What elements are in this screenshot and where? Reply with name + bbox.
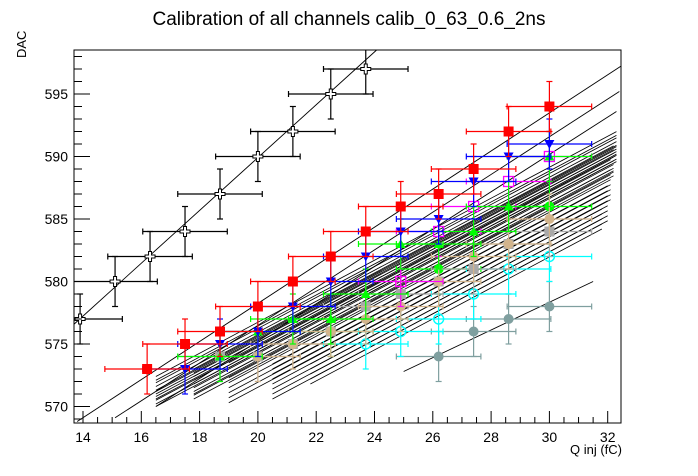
y-tick-label: 590 [45,149,69,165]
data-point [215,280,301,333]
data-point [177,305,263,358]
data-point [142,205,228,258]
fit-line [228,159,611,364]
data-point [142,318,228,370]
data-point [177,168,263,220]
data-points [74,50,593,395]
data-point [506,193,593,245]
fit-line [310,223,603,380]
fit-line [193,160,614,385]
y-axis: 570 575 580 585 590 595 [45,56,90,420]
fit-line [272,185,608,365]
fit-line [155,141,617,387]
x-tick-label: 28 [483,429,499,445]
x-tick-label: 22 [308,429,324,445]
y-tick-label: 570 [45,399,69,415]
data-point [506,80,593,133]
x-tick-label: 18 [192,429,208,445]
y-tick-label: 575 [45,336,69,352]
data-point [215,130,301,183]
fit-line [228,184,611,389]
x-tick-label: 14 [75,429,91,445]
fit-line [193,149,614,374]
fit-line [155,153,617,400]
fit-line [228,194,611,399]
fit-line [228,169,611,374]
data-point [250,255,336,308]
x-tick-label: 16 [134,429,150,445]
fit-line [155,148,617,395]
fit-line [193,171,614,396]
fit-line [228,164,611,369]
series-fit-line [76,65,622,422]
fit-line [155,131,617,377]
fit-line [155,144,617,391]
y-tick-label: 595 [45,86,69,102]
data-point [322,50,409,95]
data-point [104,343,190,395]
series-fit-lines [73,49,622,422]
y-tick-label: 585 [45,211,69,227]
series-fit-line [155,111,617,407]
fit-line [155,146,617,392]
data-point [287,230,374,283]
data-point [430,143,517,195]
data-point [107,230,193,283]
fit-line [193,152,614,377]
data-point [430,305,517,358]
data-point [506,280,593,333]
data-point [465,180,552,233]
x-tick-label: 30 [542,429,558,445]
plot-frame [73,49,622,424]
x-axis-label: Q inj (fC) [570,442,622,457]
x-tick-label: 26 [425,429,441,445]
data-point [287,68,374,120]
chart-title: Calibration of all channels calib_0_63_0… [152,9,546,30]
fit-line [310,213,603,370]
data-point [465,105,552,158]
fit-line [193,175,614,400]
fit-line [310,228,603,385]
x-tick-label: 20 [250,429,266,445]
data-point [250,105,336,158]
data-point [357,180,444,233]
fit-line [155,134,617,381]
y-tick-label: 580 [45,274,69,290]
x-tick-label: 32 [600,429,616,445]
x-axis: 14 16 18 20 22 24 26 28 30 32 [75,411,616,445]
x-tick-label: 24 [367,429,383,445]
fit-line [310,218,603,375]
